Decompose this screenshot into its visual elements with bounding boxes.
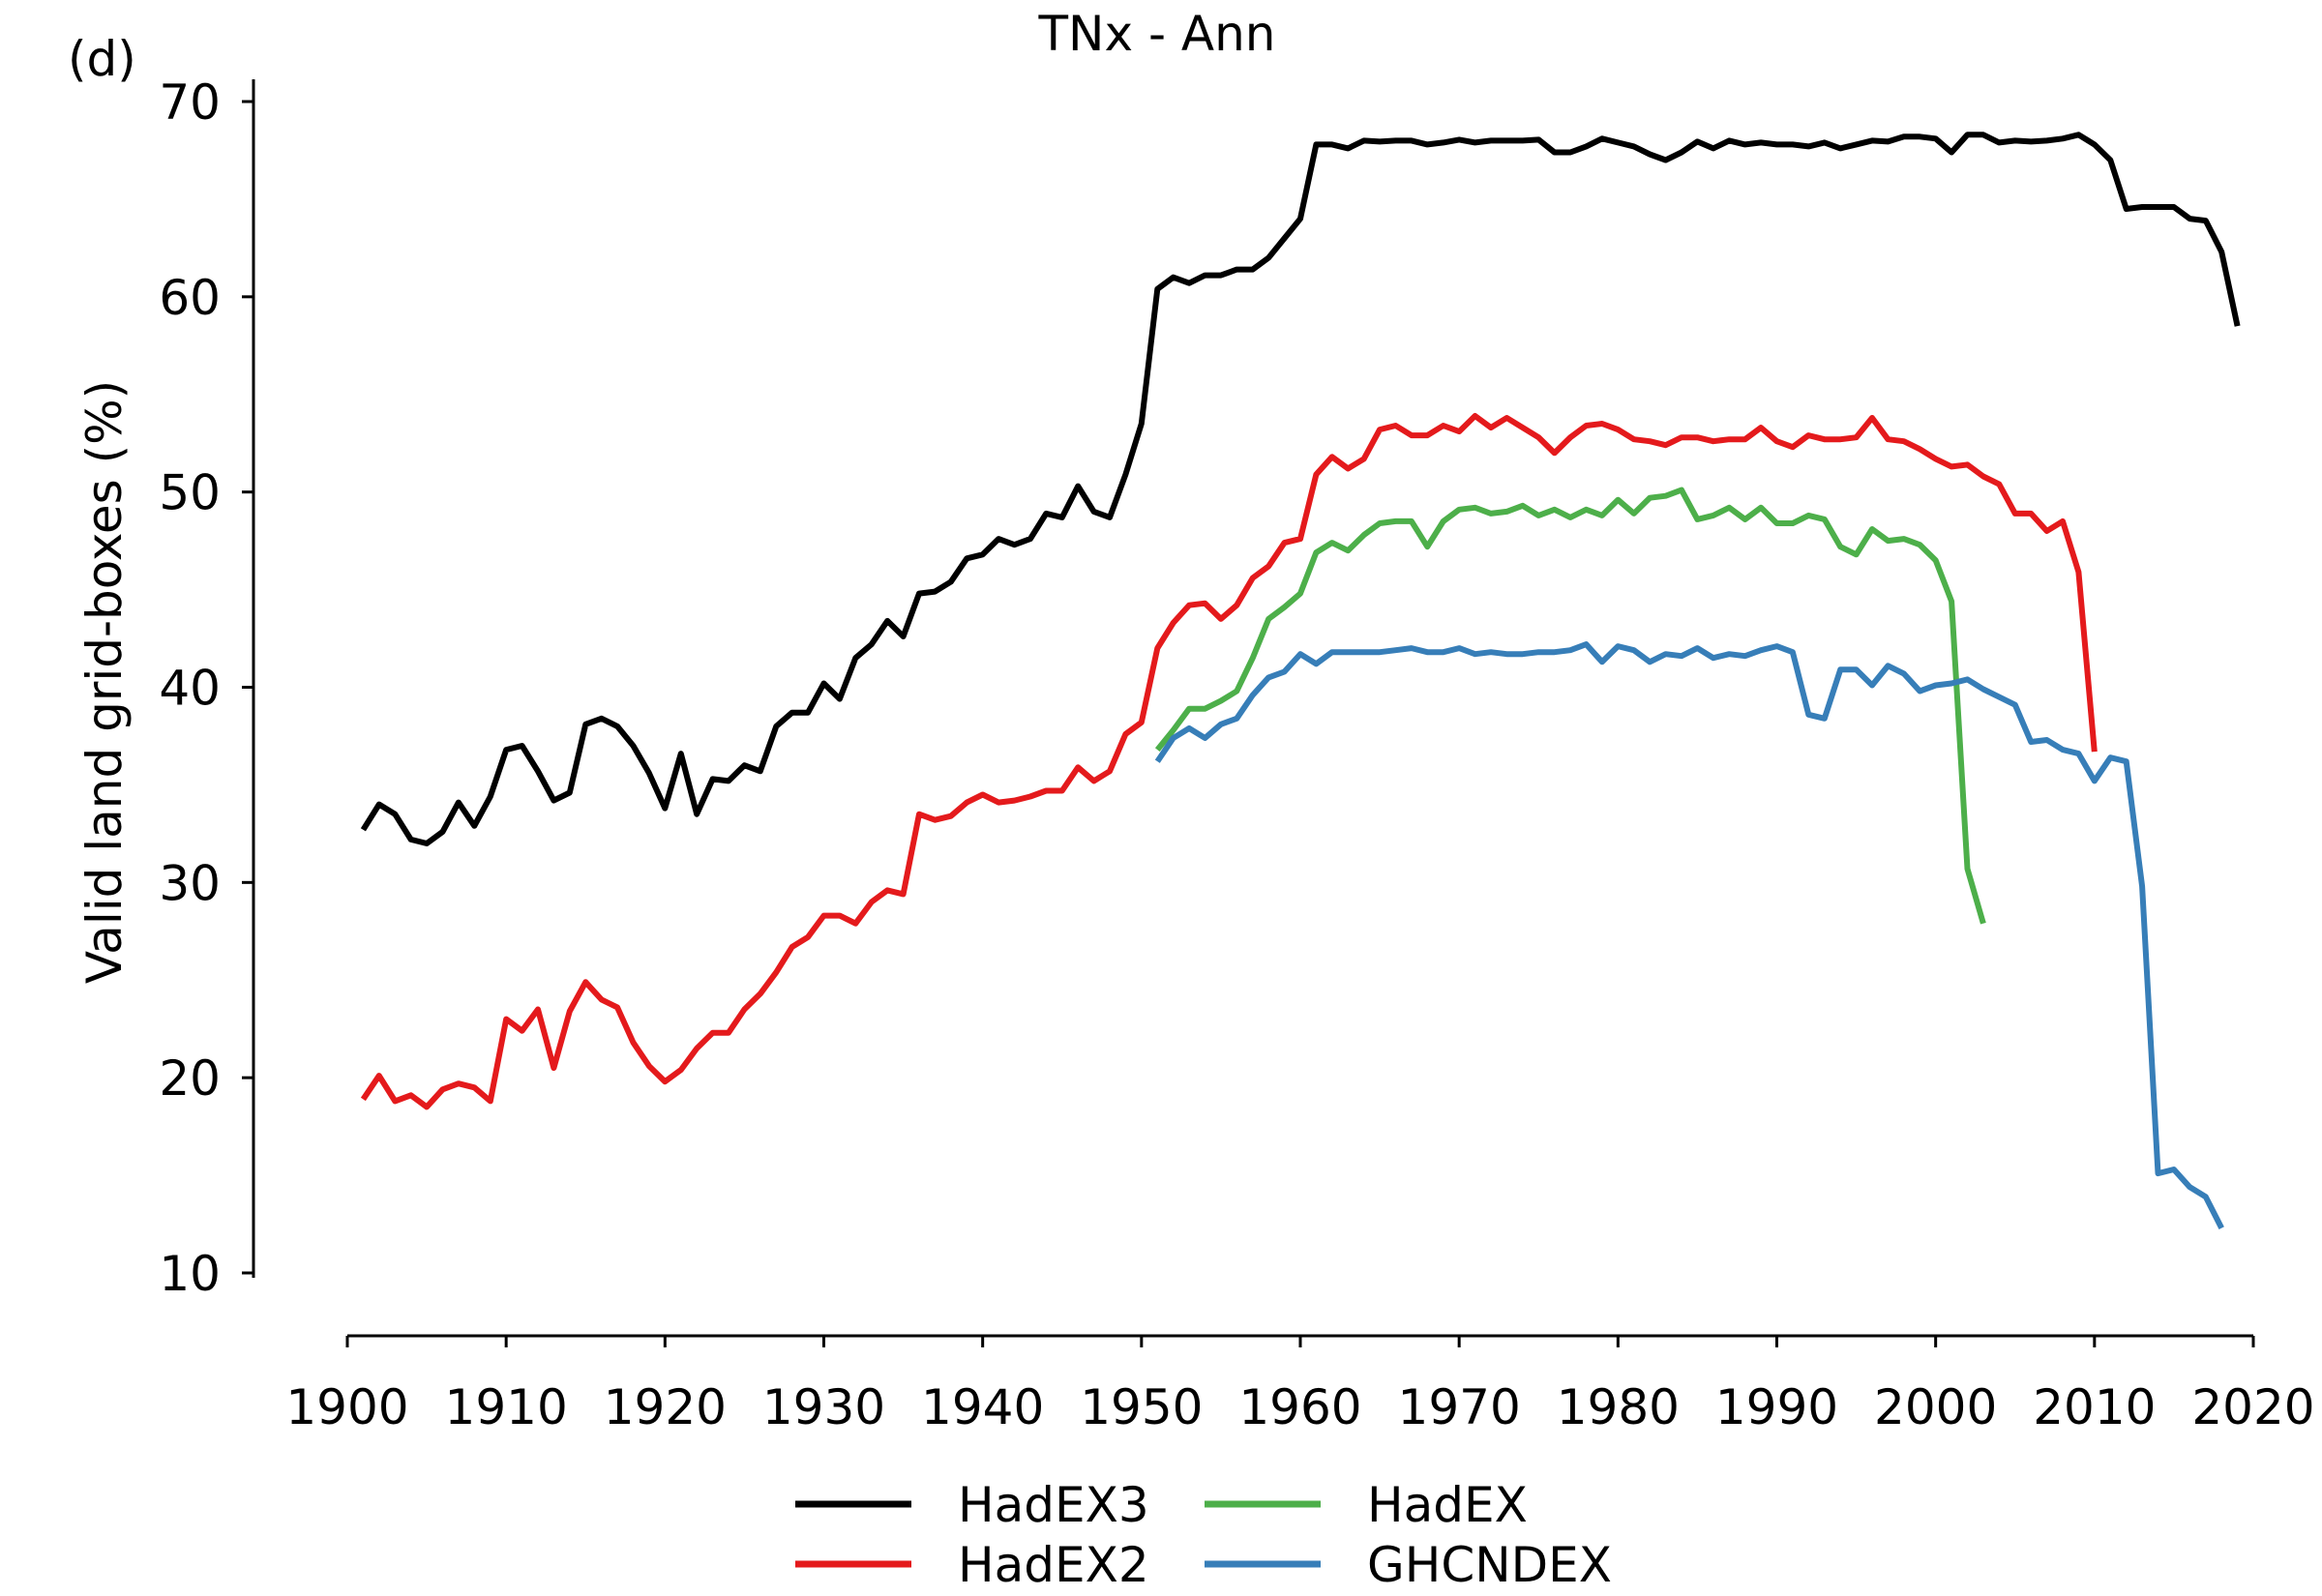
legend-label-hadex2: HadEX2 bbox=[958, 1537, 1149, 1593]
panel-label: (d) bbox=[68, 31, 136, 87]
x-tick-label: 2000 bbox=[1874, 1379, 1997, 1435]
x-tick-label: 1970 bbox=[1398, 1379, 1521, 1435]
x-tick-label: 1900 bbox=[285, 1379, 408, 1435]
y-tick-label: 70 bbox=[159, 74, 221, 131]
y-tick-label: 20 bbox=[159, 1050, 221, 1107]
x-axis-ticks: 1900 1910 1920 1930 1940 1950 1960 1970 1980 1990… bbox=[285, 1336, 2315, 1435]
plot-area bbox=[360, 132, 2241, 1229]
chart-title: TNx - Ann bbox=[1038, 6, 1276, 62]
legend-label-hadex3: HadEX3 bbox=[958, 1477, 1149, 1533]
series-line-ghcndex bbox=[1154, 641, 2224, 1229]
series-line-hadex bbox=[1154, 487, 1986, 925]
legend-label-hadex: HadEX bbox=[1367, 1477, 1528, 1533]
y-tick-label: 10 bbox=[159, 1246, 221, 1302]
x-tick-label: 2020 bbox=[2191, 1379, 2314, 1435]
x-tick-label: 1950 bbox=[1080, 1379, 1203, 1435]
series-line-hadex2 bbox=[360, 413, 2098, 1110]
y-axis-label: Valid land grid-boxes (%) bbox=[76, 380, 133, 984]
x-tick-label: 1910 bbox=[445, 1379, 568, 1435]
y-axis-ticks: 10 20 30 40 50 60 70 bbox=[159, 74, 253, 1302]
x-tick-label: 1960 bbox=[1238, 1379, 1361, 1435]
x-tick-label: 1930 bbox=[762, 1379, 885, 1435]
series-line-hadex3 bbox=[360, 132, 2241, 846]
x-tick-label: 2010 bbox=[2033, 1379, 2156, 1435]
x-tick-label: 1920 bbox=[604, 1379, 727, 1435]
y-tick-label: 40 bbox=[159, 661, 221, 717]
x-tick-label: 1980 bbox=[1557, 1379, 1680, 1435]
y-tick-label: 60 bbox=[159, 270, 221, 326]
y-tick-label: 30 bbox=[159, 855, 221, 911]
x-tick-label: 1990 bbox=[1715, 1379, 1838, 1435]
legend-label-ghcndex: GHCNDEX bbox=[1367, 1537, 1612, 1593]
y-tick-label: 50 bbox=[159, 465, 221, 521]
x-tick-label: 1940 bbox=[921, 1379, 1044, 1435]
